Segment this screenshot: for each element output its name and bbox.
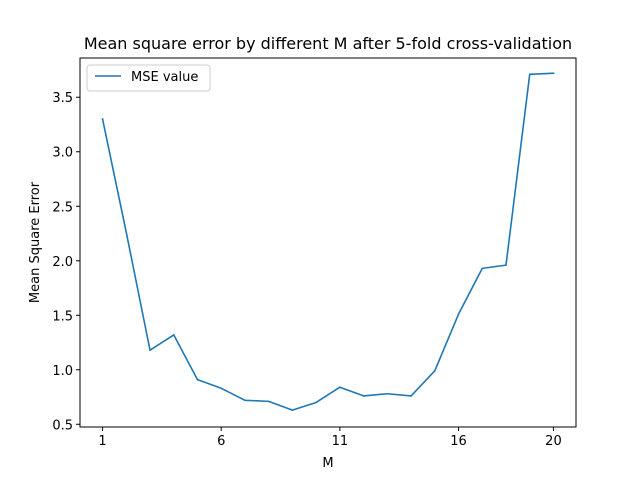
data-point (267, 400, 270, 403)
data-point (528, 73, 531, 76)
y-axis-label: Mean Square Error (28, 181, 43, 303)
legend: MSE value (86, 64, 211, 92)
legend-box (86, 64, 211, 92)
plot-frame (79, 57, 577, 428)
data-point (433, 370, 436, 372)
x-tick-label: 6 (217, 434, 225, 449)
x-tick-label: 11 (332, 434, 349, 449)
data-point (386, 392, 389, 395)
series-line-0 (101, 72, 555, 411)
legend-label: MSE value (131, 70, 198, 85)
x-tick-label: 16 (450, 434, 467, 449)
data-point (220, 387, 223, 390)
data-point (149, 349, 151, 351)
data-point (244, 399, 246, 402)
x-tick-label: 1 (98, 434, 106, 449)
data-point (291, 409, 294, 411)
data-point (410, 395, 412, 397)
y-tick-label: 1.0 (52, 364, 73, 379)
y-tick-label: 2.0 (52, 255, 73, 270)
x-tick-label: 20 (545, 434, 562, 449)
data-point (196, 378, 199, 381)
data-point (101, 118, 104, 120)
plot-lines (101, 72, 555, 411)
data-point (315, 401, 317, 404)
data-point (481, 267, 484, 270)
chart-title: Mean square error by different M after 5… (84, 34, 572, 53)
y-tick-label: 2.5 (52, 200, 73, 215)
x-ticks: 1 6 11 16 20 (98, 427, 562, 449)
data-point (125, 231, 128, 234)
data-point (172, 334, 175, 336)
data-point (552, 72, 555, 75)
data-point (362, 395, 365, 397)
y-tick-label: 1.5 (52, 309, 73, 324)
x-axis-label: M (322, 456, 333, 471)
data-point (505, 264, 507, 266)
y-ticks: 0.5 1.0 1.5 2.0 2.5 3.0 3.5 (52, 91, 80, 433)
data-point (339, 386, 341, 389)
y-tick-label: 0.5 (52, 418, 73, 433)
y-tick-label: 3.0 (52, 146, 73, 161)
data-point (457, 313, 460, 315)
y-tick-label: 3.5 (52, 91, 73, 106)
